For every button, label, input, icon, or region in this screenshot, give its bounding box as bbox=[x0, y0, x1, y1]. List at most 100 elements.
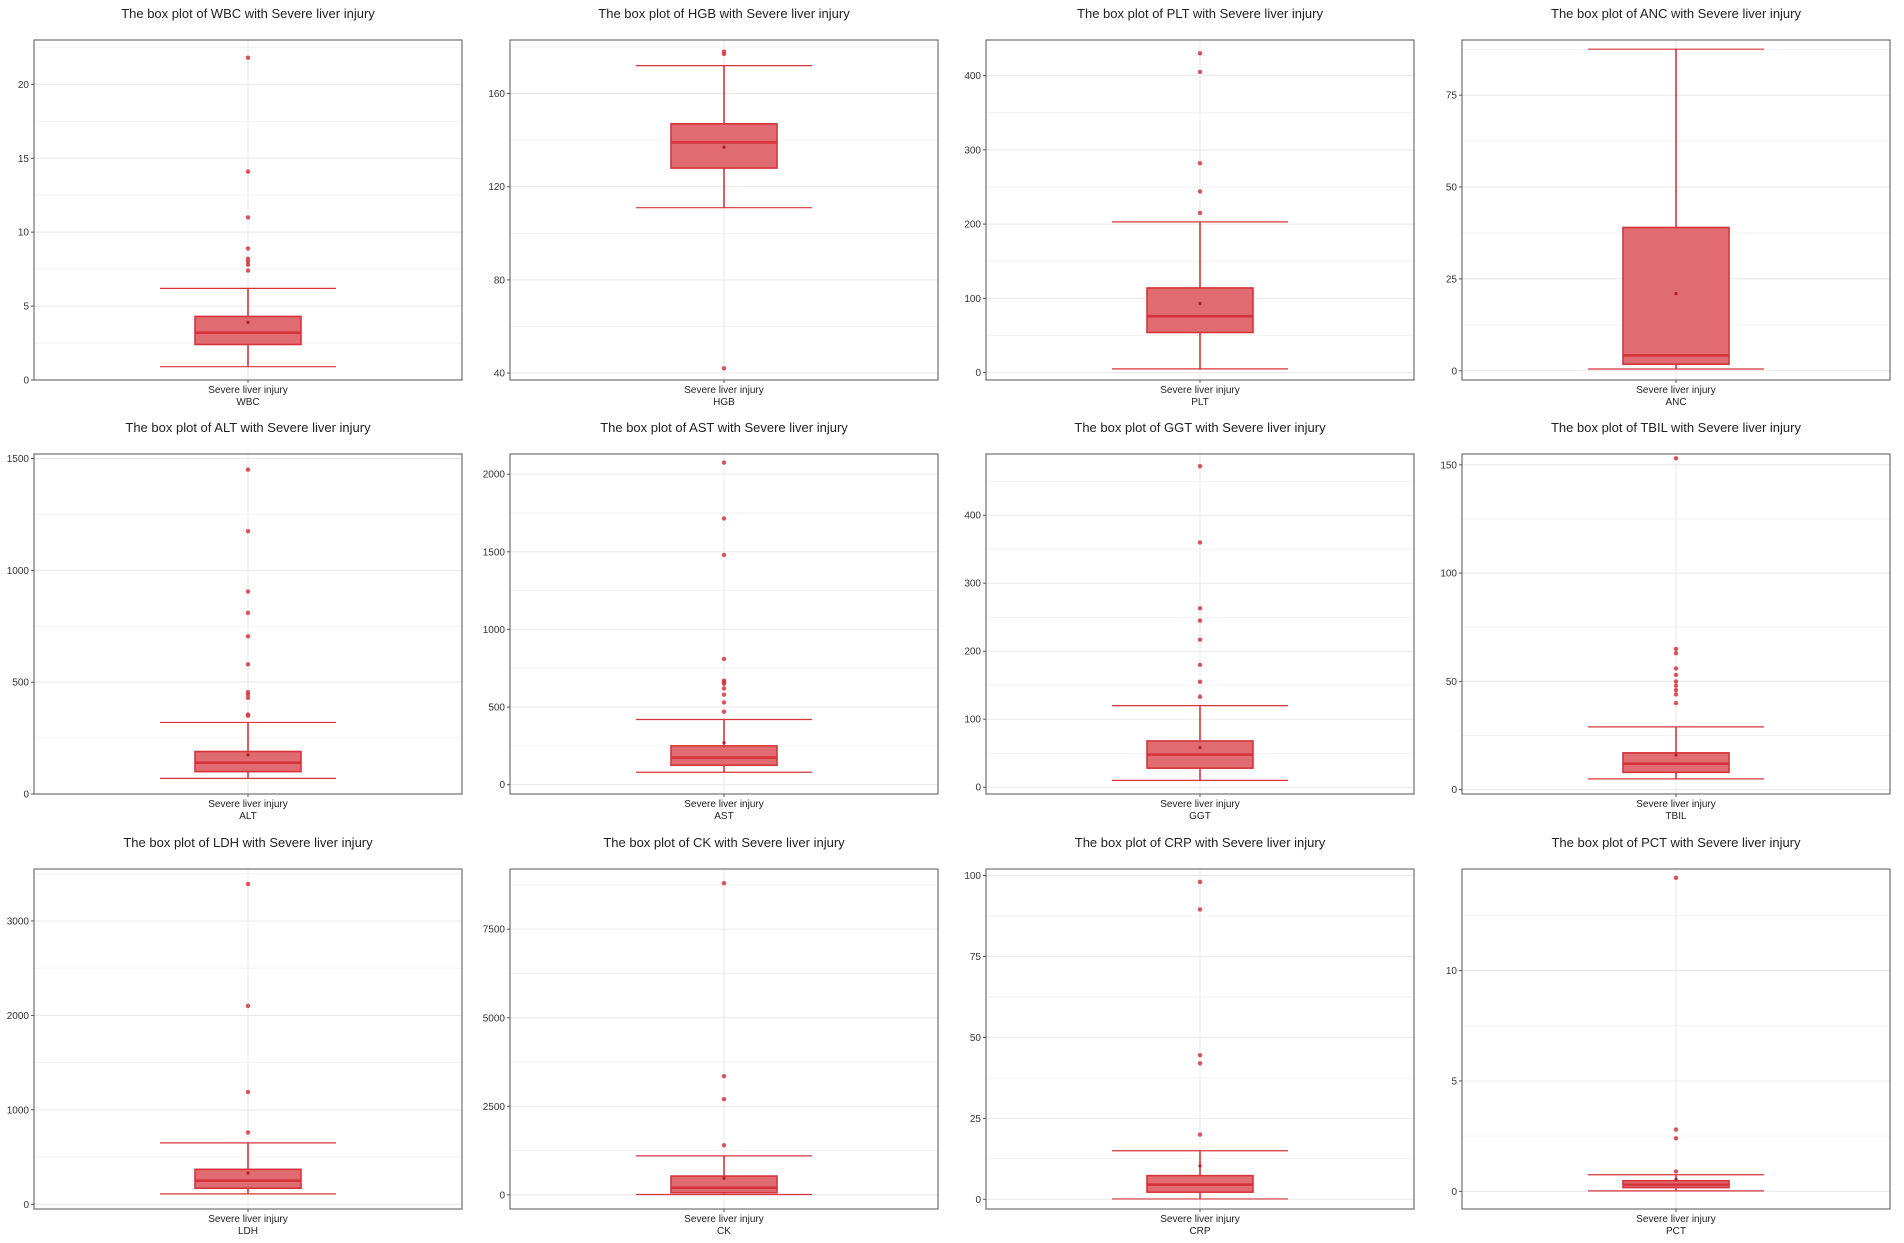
outlier-point bbox=[1197, 1061, 1203, 1066]
x-axis-label: HGB bbox=[713, 397, 735, 408]
y-tick-label: 50 bbox=[1446, 183, 1458, 194]
outlier-point bbox=[721, 880, 727, 886]
outlier-point bbox=[1673, 1169, 1679, 1174]
box-plot-panel: The box plot of ALT with Severe liver in… bbox=[0, 414, 476, 828]
chart-title: The box plot of ALT with Severe liver in… bbox=[125, 420, 371, 435]
outlier-point bbox=[1197, 210, 1203, 216]
x-axis-label: TBIL bbox=[1665, 811, 1687, 822]
box-plot-svg: The box plot of PLT with Severe liver in… bbox=[964, 6, 1415, 408]
chart-title: The box plot of AST with Severe liver in… bbox=[600, 420, 848, 435]
outlier-point bbox=[1673, 875, 1679, 881]
y-tick-label: 50 bbox=[970, 1033, 982, 1044]
mean-point bbox=[722, 741, 726, 745]
y-tick-label: 2500 bbox=[483, 1102, 506, 1113]
box-plot-svg: The box plot of PCT with Severe liver in… bbox=[1446, 835, 1891, 1237]
y-tick-label: 1500 bbox=[7, 454, 30, 465]
outlier-point bbox=[245, 634, 251, 639]
box-plot-svg: The box plot of WBC with Severe liver in… bbox=[18, 6, 463, 408]
y-tick-label: 0 bbox=[23, 1200, 29, 1211]
box-plot-svg: The box plot of LDH with Severe liver in… bbox=[7, 835, 463, 1237]
outlier-point bbox=[245, 1089, 251, 1095]
outlier-point bbox=[245, 881, 251, 887]
outlier-point bbox=[245, 1003, 251, 1009]
outlier-point bbox=[721, 1097, 727, 1102]
y-tick-label: 300 bbox=[964, 579, 981, 590]
x-category-label: Severe liver injury bbox=[208, 799, 287, 810]
y-tick-label: 0 bbox=[975, 368, 981, 379]
box-plot-svg: The box plot of HGB with Severe liver in… bbox=[488, 6, 939, 408]
x-axis-label: ALT bbox=[239, 811, 257, 822]
outlier-point bbox=[1673, 1127, 1679, 1132]
outlier-point bbox=[721, 692, 727, 697]
outlier-point bbox=[245, 246, 251, 251]
outlier-point bbox=[245, 695, 251, 701]
y-tick-label: 10 bbox=[1446, 966, 1458, 977]
box-plot-panel: The box plot of CK with Severe liver inj… bbox=[476, 829, 952, 1243]
outlier-point bbox=[1197, 161, 1203, 166]
outlier-point bbox=[1673, 692, 1679, 697]
y-tick-label: 75 bbox=[970, 952, 982, 963]
outlier-point bbox=[245, 169, 251, 174]
x-axis-label: CRP bbox=[1189, 1226, 1210, 1237]
y-tick-label: 80 bbox=[494, 275, 506, 286]
outlier-point bbox=[721, 700, 727, 705]
x-category-label: Severe liver injury bbox=[1636, 385, 1715, 396]
y-tick-label: 5000 bbox=[483, 1013, 506, 1024]
y-tick-label: 3000 bbox=[7, 916, 30, 927]
mean-point bbox=[1674, 753, 1678, 757]
y-tick-label: 0 bbox=[1451, 785, 1457, 796]
outlier-point bbox=[1197, 1052, 1203, 1058]
box-plot-svg: The box plot of ALT with Severe liver in… bbox=[7, 420, 463, 822]
y-tick-label: 1500 bbox=[483, 547, 506, 558]
box-plot-panel: The box plot of TBIL with Severe liver i… bbox=[1428, 414, 1904, 828]
outlier-point bbox=[1673, 1136, 1679, 1141]
iqr-box bbox=[1622, 226, 1730, 365]
mean-point bbox=[1198, 301, 1202, 306]
x-category-label: Severe liver injury bbox=[1636, 1214, 1715, 1225]
y-tick-label: 150 bbox=[1440, 460, 1457, 471]
y-tick-label: 0 bbox=[499, 780, 505, 791]
mean-point bbox=[246, 320, 250, 324]
y-tick-label: 0 bbox=[1451, 1187, 1457, 1198]
x-category-label: Severe liver injury bbox=[1160, 1214, 1239, 1225]
mean-point bbox=[1198, 746, 1202, 750]
y-tick-label: 5 bbox=[23, 302, 29, 313]
outlier-point bbox=[1197, 694, 1203, 699]
x-axis-label: WBC bbox=[236, 397, 259, 408]
iqr-box bbox=[670, 745, 778, 767]
outlier-point bbox=[721, 552, 727, 558]
outlier-point bbox=[1197, 69, 1203, 75]
chart-title: The box plot of PLT with Severe liver in… bbox=[1077, 6, 1323, 21]
x-axis-label: PCT bbox=[1666, 1226, 1686, 1237]
y-tick-label: 100 bbox=[1440, 569, 1457, 580]
x-category-label: Severe liver injury bbox=[684, 799, 763, 810]
outlier-point bbox=[1673, 666, 1679, 671]
outlier-point bbox=[1673, 687, 1679, 693]
x-category-label: Severe liver injury bbox=[208, 1214, 287, 1225]
y-tick-label: 300 bbox=[964, 145, 981, 156]
box-plot-panel: The box plot of CRP with Severe liver in… bbox=[952, 829, 1428, 1243]
y-tick-label: 2000 bbox=[7, 1011, 30, 1022]
chart-title: The box plot of TBIL with Severe liver i… bbox=[1551, 420, 1802, 435]
chart-title: The box plot of GGT with Severe liver in… bbox=[1074, 420, 1326, 435]
chart-title: The box plot of CK with Severe liver inj… bbox=[603, 835, 845, 850]
box-plot-panel: The box plot of LDH with Severe liver in… bbox=[0, 829, 476, 1243]
y-tick-label: 500 bbox=[12, 678, 29, 689]
box-plot-svg: The box plot of AST with Severe liver in… bbox=[483, 420, 939, 822]
y-tick-label: 20 bbox=[18, 80, 30, 91]
outlier-point bbox=[721, 656, 727, 662]
outlier-point bbox=[721, 1143, 727, 1148]
outlier-point bbox=[1197, 907, 1203, 912]
outlier-point bbox=[245, 215, 251, 220]
outlier-point bbox=[1673, 679, 1679, 684]
y-tick-label: 5 bbox=[1451, 1076, 1457, 1087]
outlier-point bbox=[245, 610, 251, 616]
mean-point bbox=[1198, 1164, 1202, 1168]
outlier-point bbox=[245, 528, 251, 534]
outlier-point bbox=[1673, 646, 1679, 652]
y-tick-label: 10 bbox=[18, 228, 30, 239]
chart-title: The box plot of WBC with Severe liver in… bbox=[121, 6, 375, 21]
y-tick-label: 200 bbox=[964, 220, 981, 231]
y-tick-label: 75 bbox=[1446, 91, 1458, 102]
mean-point bbox=[722, 1176, 726, 1180]
